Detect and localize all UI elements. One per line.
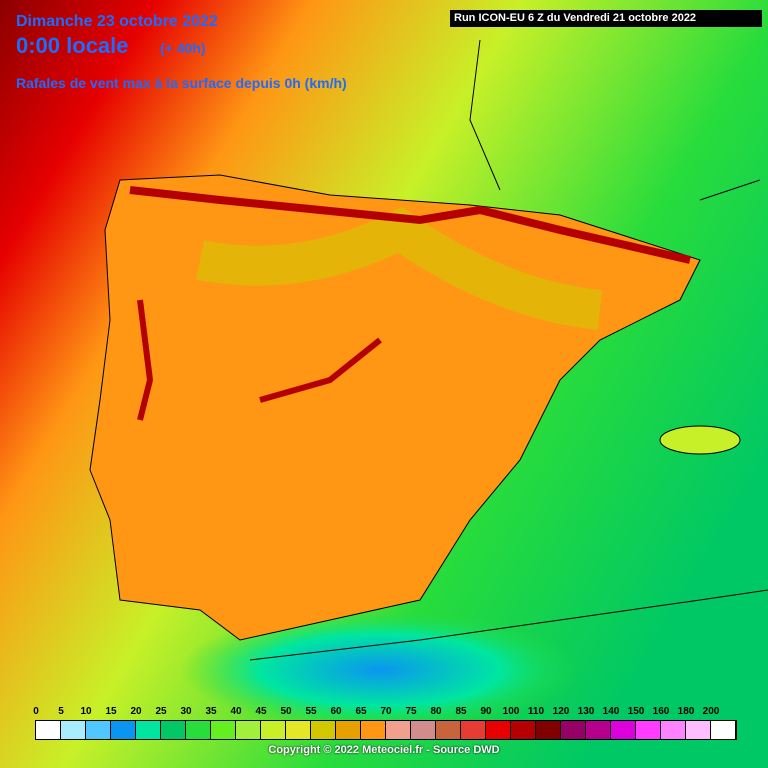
lead-time: (+ 40h) bbox=[160, 40, 206, 56]
legend-label: 80 bbox=[430, 706, 442, 717]
legend-label: 65 bbox=[355, 706, 367, 717]
legend-label: 5 bbox=[58, 706, 64, 717]
date: Dimanche 23 octobre 2022 bbox=[16, 13, 218, 30]
legend-label: 40 bbox=[230, 706, 242, 717]
legend-label: 120 bbox=[553, 706, 570, 717]
mountain-winds bbox=[137, 299, 154, 421]
legend-label: 20 bbox=[130, 706, 142, 717]
legend-swatch bbox=[286, 721, 310, 739]
legend-swatch bbox=[336, 721, 360, 739]
legend-label: 180 bbox=[678, 706, 695, 717]
legend-swatch bbox=[561, 721, 585, 739]
legend-swatch bbox=[311, 721, 335, 739]
run-info: Run ICON-EU 6 Z du Vendredi 21 octobre 2… bbox=[450, 10, 762, 27]
legend-swatch bbox=[461, 721, 485, 739]
mountain-winds bbox=[129, 186, 691, 264]
legend-label: 85 bbox=[455, 706, 467, 717]
sea-area bbox=[180, 610, 580, 730]
legend-label: 45 bbox=[255, 706, 267, 717]
legend-label: 75 bbox=[405, 706, 417, 717]
legend-swatch bbox=[36, 721, 60, 739]
legend-label: 10 bbox=[80, 706, 92, 717]
legend-label: 130 bbox=[578, 706, 595, 717]
copyright: Copyright © 2022 Meteociel.fr - Source D… bbox=[268, 744, 500, 756]
mountain-winds bbox=[259, 337, 382, 403]
legend-label: 200 bbox=[703, 706, 720, 717]
legend-label: 0 bbox=[33, 706, 39, 717]
legend-label: 25 bbox=[155, 706, 167, 717]
legend-label: 160 bbox=[653, 706, 670, 717]
legend-label: 55 bbox=[305, 706, 317, 717]
legend-swatch bbox=[636, 721, 660, 739]
legend: 0 5 10 15 20 25 30 35 40 45 50 55 60 65 70 75 80 85 90 100 1… bbox=[33, 706, 735, 739]
legend-label: 60 bbox=[330, 706, 342, 717]
legend-swatch bbox=[661, 721, 685, 739]
legend-swatch bbox=[136, 721, 160, 739]
legend-swatch bbox=[361, 721, 385, 739]
legend-label: 70 bbox=[380, 706, 392, 717]
legend-swatch bbox=[236, 721, 260, 739]
border bbox=[469, 39, 761, 201]
legend-swatch bbox=[211, 721, 235, 739]
plateau bbox=[196, 206, 603, 330]
legend-swatch bbox=[511, 721, 535, 739]
legend-swatch bbox=[186, 721, 210, 739]
legend-swatch bbox=[111, 721, 135, 739]
legend-label: 140 bbox=[603, 706, 620, 717]
island bbox=[659, 425, 741, 455]
legend-swatch bbox=[711, 721, 735, 739]
legend-label: 50 bbox=[280, 706, 292, 717]
legend-swatch bbox=[161, 721, 185, 739]
legend-label: 15 bbox=[105, 706, 117, 717]
legend-label: 30 bbox=[180, 706, 192, 717]
legend-swatch bbox=[436, 721, 460, 739]
legend-swatch bbox=[261, 721, 285, 739]
legend-swatch bbox=[536, 721, 560, 739]
legend-swatch bbox=[611, 721, 635, 739]
legend-label: 150 bbox=[628, 706, 645, 717]
coastline bbox=[249, 589, 768, 661]
legend-label: 110 bbox=[528, 706, 545, 717]
legend-swatch bbox=[386, 721, 410, 739]
legend-label: 90 bbox=[480, 706, 492, 717]
parameter: Rafales de vent max à la surface depuis … bbox=[16, 75, 347, 91]
legend-label: 100 bbox=[503, 706, 520, 717]
legend-swatch bbox=[86, 721, 110, 739]
legend-swatch bbox=[486, 721, 510, 739]
legend-swatch bbox=[686, 721, 710, 739]
legend-swatch bbox=[411, 721, 435, 739]
legend-label: 35 bbox=[205, 706, 217, 717]
time: 0:00 locale bbox=[16, 33, 129, 58]
legend-swatch bbox=[61, 721, 85, 739]
legend-swatch bbox=[586, 721, 610, 739]
